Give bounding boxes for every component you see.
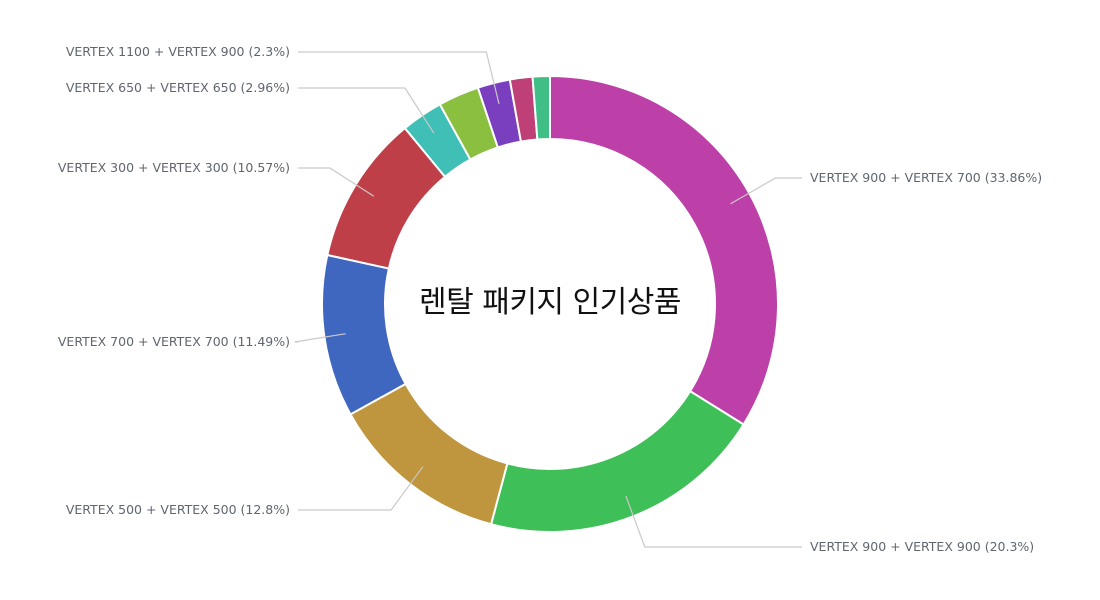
slice-label-5: VERTEX 650 + VERTEX 650 (2.96%) (66, 80, 290, 95)
slice-label-3: VERTEX 700 + VERTEX 700 (11.49%) (58, 334, 290, 349)
labels-layer: VERTEX 900 + VERTEX 700 (33.86%) VERTEX 9… (58, 44, 1042, 554)
slice-label-1: VERTEX 900 + VERTEX 900 (20.3%) (810, 539, 1034, 554)
leader-line-0 (730, 177, 802, 205)
slice-1 (489, 389, 745, 533)
slice-label-2: VERTEX 500 + VERTEX 500 (12.8%) (66, 502, 290, 517)
leader-line-3 (294, 333, 346, 343)
slice-9 (531, 74, 551, 141)
leader-line-4 (298, 167, 375, 197)
leader-line-5 (298, 87, 435, 134)
leader-lines-layer (294, 51, 802, 548)
chart-title: 렌탈 패키지 인기상품 (419, 285, 681, 320)
slice-label-0: VERTEX 900 + VERTEX 700 (33.86%) (810, 170, 1042, 185)
slice-label-4: VERTEX 300 + VERTEX 300 (10.57%) (58, 160, 290, 175)
slice-label-7: VERTEX 1100 + VERTEX 900 (2.3%) (66, 44, 290, 59)
slice-2 (349, 382, 509, 526)
leader-line-1 (625, 495, 802, 548)
leader-line-7 (298, 51, 500, 105)
leader-line-2 (298, 466, 424, 511)
slices-layer (321, 74, 779, 533)
slice-0 (549, 74, 779, 426)
slice-3 (321, 253, 407, 416)
